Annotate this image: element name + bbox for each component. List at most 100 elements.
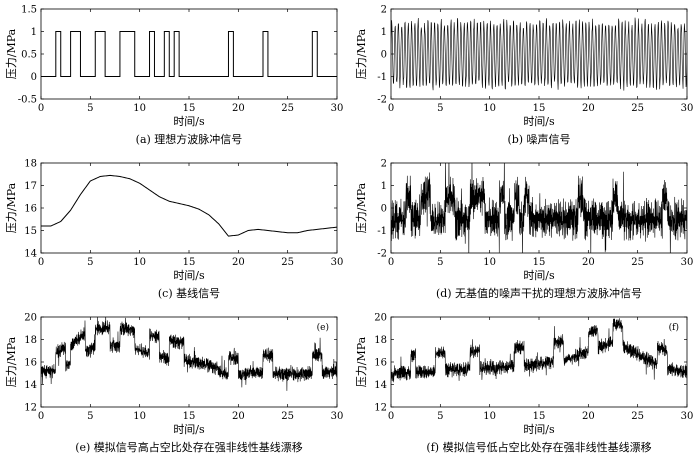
plot-frame xyxy=(40,8,338,100)
y-tick-label: 14 xyxy=(24,249,37,260)
x-tick-label: 25 xyxy=(631,411,644,422)
y-tick-label: 12 xyxy=(24,403,37,414)
y-tick-label: -1 xyxy=(377,226,387,237)
y-tick-label: 1 xyxy=(31,27,37,38)
y-tick-label: 0.5 xyxy=(21,50,37,61)
panel-a: 0 5 10 15 20 25 301.510.50-0.5时间/s压力/MPa(a) 理想… xyxy=(5,5,343,147)
y-tick-label: -2 xyxy=(377,95,387,106)
panel-tag: (e) xyxy=(317,322,329,333)
panel-tag: (f) xyxy=(669,322,679,333)
x-tick-label: 0 xyxy=(388,103,394,114)
y-tick-label: 2 xyxy=(381,5,387,16)
x-tick-label: 30 xyxy=(331,257,344,268)
series-line xyxy=(391,17,687,91)
panel-caption: (b) 噪声信号 xyxy=(507,132,570,146)
x-tick-label: 0 xyxy=(388,411,394,422)
series-line xyxy=(391,163,687,253)
y-tick-label: 14 xyxy=(374,380,387,391)
x-tick-label: 30 xyxy=(331,103,344,114)
y-tick-label: 16 xyxy=(24,358,37,369)
y-axis-label: 压力/MPa xyxy=(355,182,368,233)
x-tick-label: 25 xyxy=(631,257,644,268)
x-tick-label: 25 xyxy=(631,103,644,114)
x-tick-label: 0 xyxy=(38,257,44,268)
x-tick-label: 20 xyxy=(232,103,245,114)
y-tick-label: -2 xyxy=(377,249,387,260)
y-axis-label: 压力/MPa xyxy=(355,28,368,79)
y-axis-label: 压力/MPa xyxy=(5,182,18,233)
x-tick-label: 10 xyxy=(133,257,146,268)
series-line xyxy=(41,174,337,237)
plot-frame xyxy=(40,162,338,254)
x-tick-label: 15 xyxy=(183,411,196,422)
y-tick-label: 16 xyxy=(24,204,37,215)
x-tick-label: 0 xyxy=(38,411,44,422)
x-tick-label: 20 xyxy=(582,411,595,422)
y-tick-label: 0 xyxy=(31,72,37,83)
panel-caption: (e) 模拟信号高占空比处存在强非线性基线漂移 xyxy=(75,440,303,454)
x-axis-label: 时间/s xyxy=(523,269,555,282)
y-tick-label: 14 xyxy=(24,380,37,391)
series-line xyxy=(41,31,337,77)
y-tick-label: -0.5 xyxy=(18,95,37,106)
y-tick-label: 1 xyxy=(381,27,387,38)
x-tick-label: 20 xyxy=(582,103,595,114)
x-tick-label: 30 xyxy=(331,411,344,422)
x-tick-label: 10 xyxy=(133,103,146,114)
series-group xyxy=(391,17,687,91)
series-line xyxy=(391,318,687,383)
y-tick-label: 17 xyxy=(24,181,37,192)
x-tick-label: 15 xyxy=(183,103,196,114)
panel-c: 0 5 10 15 20 25 30 18 17 16 15 14 时间/s 压力/MPa (c) 基线信号 xyxy=(5,159,343,301)
series-group xyxy=(391,163,687,253)
panel-f: 0 5 10 15 20 25 30 20 18 16 14 12 时间/s 压力/MPa (f) (f) 模… xyxy=(355,313,693,455)
y-axis-label: 压力/MPa xyxy=(355,336,368,387)
panel-caption: (a) 理想方波脉冲信号 xyxy=(136,132,243,146)
y-tick-label: 0 xyxy=(381,204,387,215)
panel-e: 0 5 10 15 20 25 30 20 18 16 14 12 时间/s 压力/MPa (e) (e) 模… xyxy=(5,313,343,455)
series-group xyxy=(41,31,337,77)
y-tick-label: 12 xyxy=(374,403,387,414)
x-tick-label: 15 xyxy=(533,257,546,268)
x-tick-label: 5 xyxy=(437,103,443,114)
y-tick-label: 1.5 xyxy=(21,5,37,16)
x-tick-label: 15 xyxy=(533,411,546,422)
y-tick-label: 18 xyxy=(24,159,37,170)
panel-caption: (f) 模拟信号低占空比处存在强非线性基线漂移 xyxy=(426,440,651,454)
series-group xyxy=(41,317,337,391)
x-tick-label: 20 xyxy=(232,411,245,422)
y-axis-label: 压力/MPa xyxy=(5,336,18,387)
series-group xyxy=(391,318,687,383)
panel-caption: (d) 无基值的噪声干扰的理想方波脉冲信号 xyxy=(436,286,642,300)
x-axis-label: 时间/s xyxy=(173,115,205,128)
y-axis-label: 压力/MPa xyxy=(5,28,18,79)
x-tick-label: 30 xyxy=(681,103,694,114)
x-tick-label: 15 xyxy=(183,257,196,268)
x-tick-label: 5 xyxy=(437,257,443,268)
x-tick-label: 0 xyxy=(388,257,394,268)
x-tick-label: 5 xyxy=(437,411,443,422)
x-tick-label: 20 xyxy=(232,257,245,268)
y-tick-label: 2 xyxy=(381,159,387,170)
y-tick-label: 18 xyxy=(24,335,37,346)
x-tick-label: 10 xyxy=(133,411,146,422)
x-tick-label: 15 xyxy=(533,103,546,114)
series-group xyxy=(41,174,337,237)
y-tick-label: 20 xyxy=(374,313,387,324)
x-tick-label: 25 xyxy=(281,257,294,268)
x-axis-label: 时间/s xyxy=(173,423,205,436)
x-tick-label: 25 xyxy=(281,411,294,422)
y-tick-label: 1 xyxy=(381,181,387,192)
x-tick-label: 10 xyxy=(483,411,496,422)
x-tick-label: 10 xyxy=(483,103,496,114)
x-tick-label: 30 xyxy=(681,257,694,268)
y-tick-label: 16 xyxy=(374,358,387,369)
x-tick-label: 25 xyxy=(281,103,294,114)
x-tick-label: 0 xyxy=(38,103,44,114)
x-tick-label: 30 xyxy=(681,411,694,422)
y-tick-label: 0 xyxy=(381,50,387,61)
x-tick-label: 5 xyxy=(87,257,93,268)
panel-caption: (c) 基线信号 xyxy=(158,286,220,300)
